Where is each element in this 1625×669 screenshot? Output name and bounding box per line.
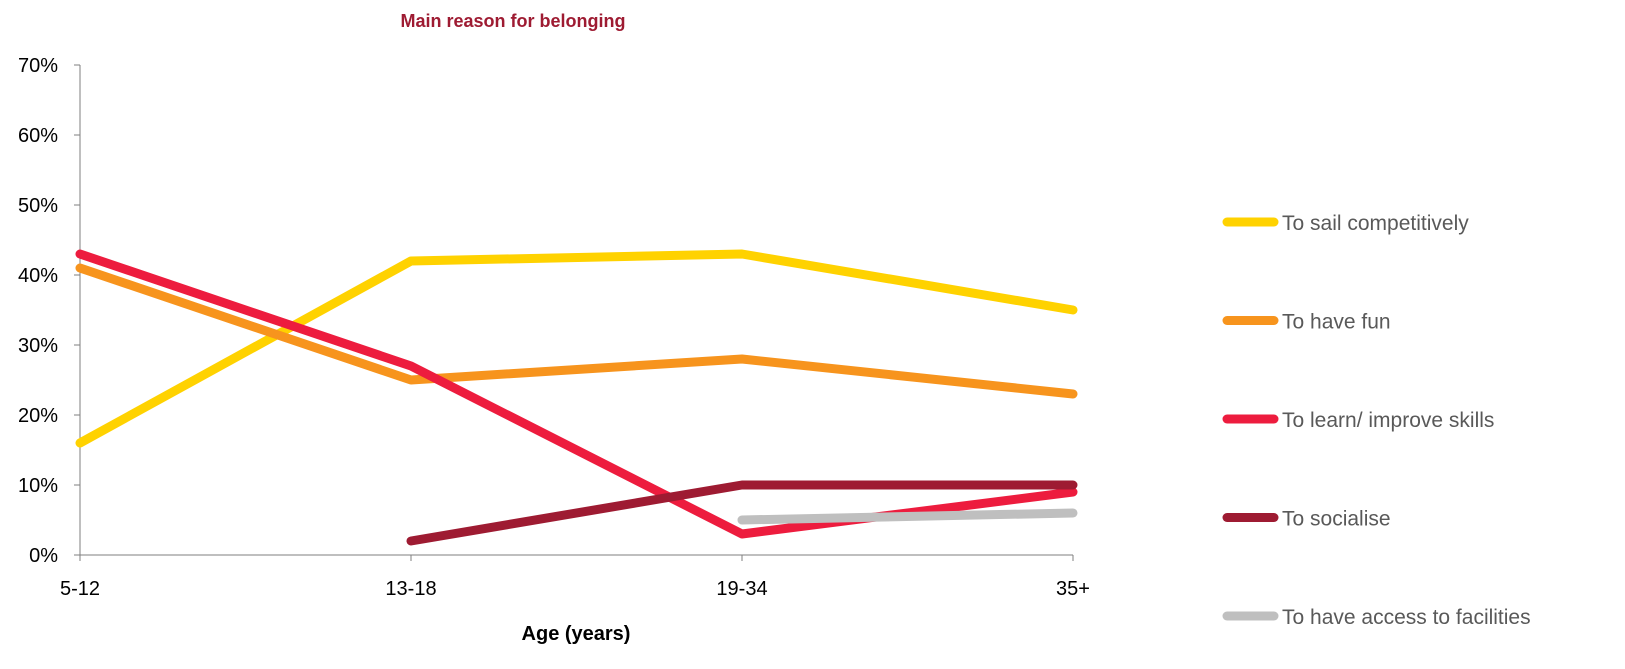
- x-tick-label: 5-12: [60, 578, 100, 600]
- y-tick-label: 60%: [18, 125, 58, 147]
- series-layer: [75, 249, 1078, 546]
- x-tick-label: 35+: [1056, 578, 1090, 600]
- y-tick-label: 50%: [18, 195, 58, 217]
- legend-label-1: To sail competitively: [1282, 212, 1469, 235]
- y-tick-label: 70%: [18, 55, 58, 77]
- series-line-2: [75, 263, 1078, 399]
- legend-label-2: To have fun: [1282, 311, 1391, 334]
- axes: 0% 10% 20% 30% 40% 50% 60% 70% 5-12 13-18 19-34 35+: [18, 55, 1090, 600]
- series-line-3: [75, 249, 1078, 539]
- series-line-5: [737, 508, 1078, 525]
- y-tick-label: 20%: [18, 405, 58, 427]
- y-tick-label: 30%: [18, 335, 58, 357]
- x-tick-label: 13-18: [385, 578, 436, 600]
- series-line-4: [406, 480, 1078, 546]
- y-tick-label: 10%: [18, 475, 58, 497]
- legend: To sail competitively To have fun To learn…: [1222, 212, 1531, 629]
- x-tick-label: 19-34: [716, 578, 767, 600]
- legend-label-4: To socialise: [1282, 508, 1391, 531]
- chart-title: Main reason for belonging: [400, 11, 625, 31]
- legend-label-3: To learn/ improve skills: [1282, 409, 1494, 432]
- x-axis-title: Age (years): [522, 623, 631, 645]
- series-line-1: [75, 249, 1078, 448]
- y-tick-label: 0%: [29, 545, 58, 567]
- y-tick-label: 40%: [18, 265, 58, 287]
- legend-label-5: To have access to facilities: [1282, 606, 1531, 629]
